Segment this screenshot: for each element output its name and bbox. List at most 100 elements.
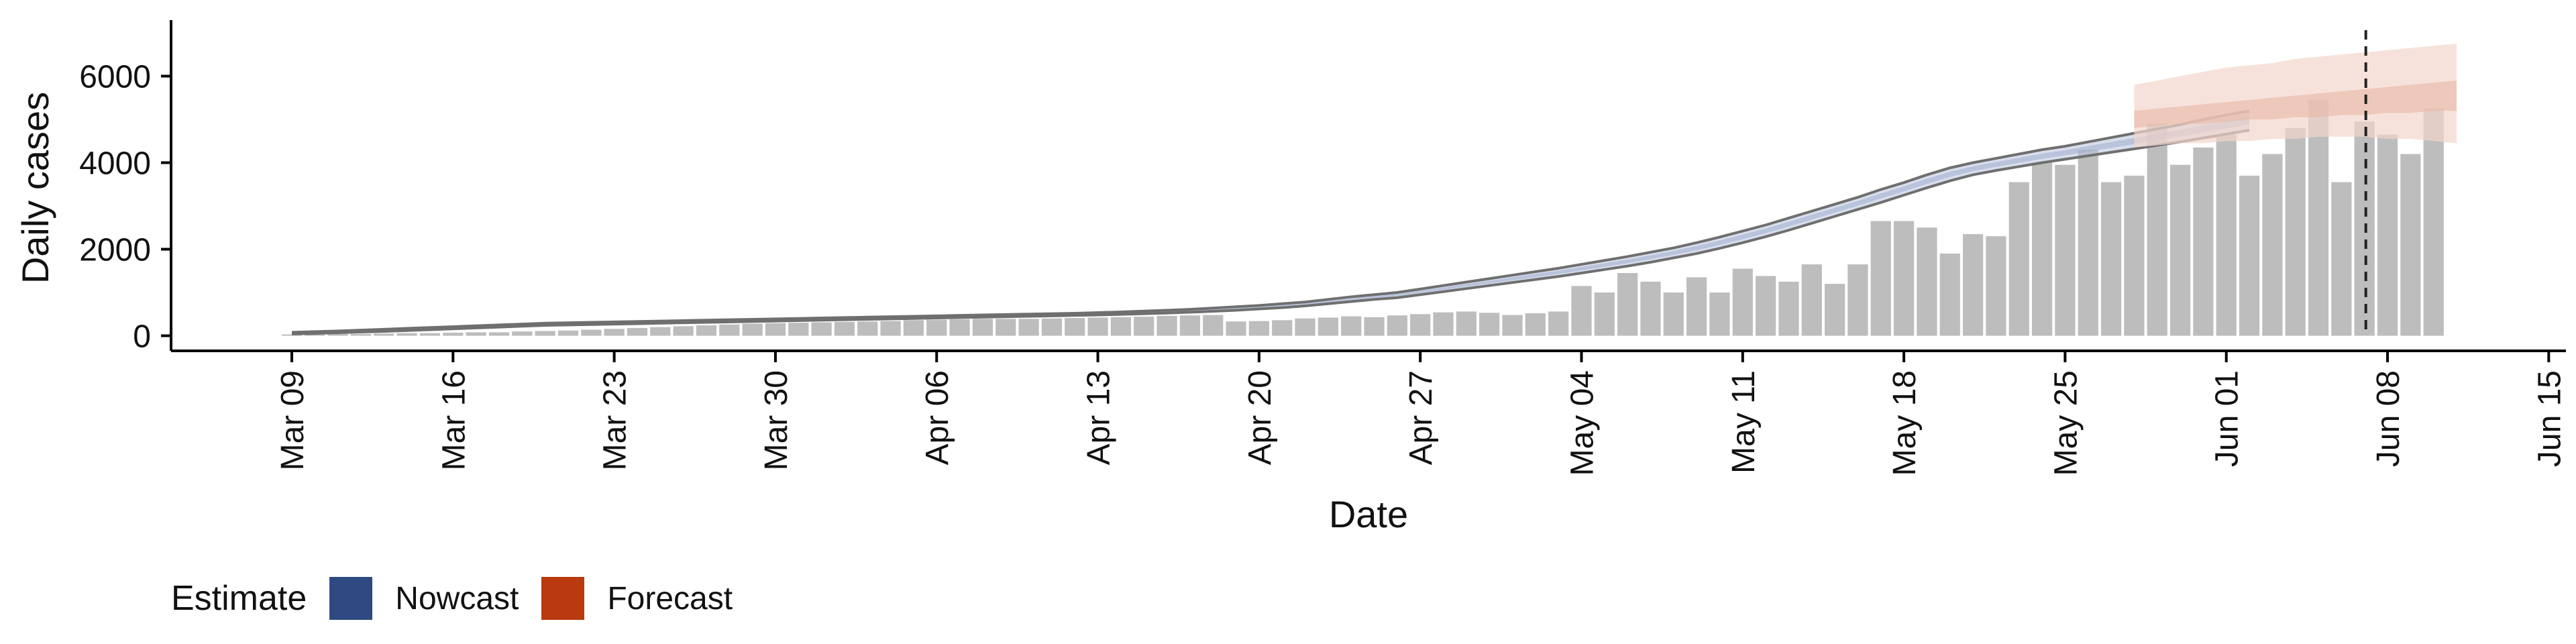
x-tick-label: May 25	[2048, 370, 2084, 476]
bar	[2031, 162, 2053, 336]
bar	[1801, 264, 1822, 336]
bar	[2331, 182, 2352, 336]
bar	[742, 323, 763, 336]
bar	[2423, 108, 2444, 336]
bar	[2193, 147, 2214, 336]
bar	[512, 331, 533, 336]
bar	[765, 323, 786, 336]
bar	[2285, 127, 2306, 336]
bar	[281, 334, 303, 336]
y-tick-label: 2000	[79, 233, 151, 268]
bar	[1387, 315, 1407, 336]
bar	[1778, 281, 1799, 336]
bar	[1939, 253, 1960, 336]
bar	[903, 320, 924, 336]
bar	[2169, 164, 2191, 336]
y-tick-label: 4000	[79, 146, 151, 182]
legend: Estimate Nowcast Forecast	[171, 577, 755, 620]
bar	[1479, 313, 1500, 336]
bar	[811, 322, 832, 336]
bar	[2216, 134, 2237, 336]
legend-title: Estimate	[171, 579, 307, 618]
bar	[1179, 315, 1200, 336]
x-tick-label: Jun 15	[2532, 370, 2567, 467]
bar	[419, 333, 441, 336]
x-tick-label: May 11	[1726, 370, 1762, 474]
y-tick-label: 6000	[79, 60, 151, 95]
bar	[327, 333, 348, 336]
bar	[1663, 292, 1684, 336]
bar	[1157, 315, 1177, 336]
x-axis-label: Date	[1329, 493, 1408, 535]
bar	[1295, 318, 1316, 336]
legend-label-nowcast: Nowcast	[395, 580, 519, 616]
bar	[2124, 175, 2145, 336]
bar	[1571, 286, 1592, 336]
bar	[1847, 264, 1868, 336]
bar	[1041, 318, 1062, 336]
bar	[1272, 320, 1293, 336]
bar	[604, 329, 625, 336]
bar	[1203, 315, 1224, 336]
x-tick-label: Jun 01	[2210, 370, 2245, 467]
bar	[1248, 321, 1269, 336]
bar	[581, 329, 602, 336]
bar	[1134, 317, 1155, 336]
bar	[627, 327, 648, 336]
bar	[1433, 312, 1454, 336]
x-tick-label: May 04	[1564, 370, 1600, 476]
x-tick-label: Jun 08	[2371, 370, 2406, 467]
bar	[535, 331, 555, 336]
x-tick-label: Mar 09	[275, 370, 311, 470]
x-tick-label: Apr 27	[1403, 370, 1439, 465]
x-tick-label: Apr 13	[1081, 370, 1117, 465]
y-tick-label: 0	[133, 319, 151, 355]
bar	[1341, 316, 1362, 336]
bar	[788, 323, 809, 336]
bar	[1018, 319, 1039, 336]
bar	[2008, 182, 2029, 336]
nowcast-lower-line	[291, 129, 2250, 335]
nowcast-upper-line	[291, 109, 2250, 334]
bar	[696, 325, 717, 336]
bar	[2400, 154, 2421, 336]
bar	[2377, 134, 2398, 336]
plot-area	[281, 30, 2457, 336]
bar	[2239, 175, 2260, 336]
legend-item-nowcast: Nowcast	[329, 577, 519, 620]
legend-item-forecast: Forecast	[541, 577, 733, 620]
bar	[1986, 236, 2006, 336]
bar	[1548, 311, 1569, 336]
bar	[1502, 315, 1523, 336]
bar	[2308, 99, 2329, 336]
x-tick-label: May 18	[1887, 370, 1923, 476]
x-tick-label: Apr 06	[920, 370, 955, 465]
bar	[650, 327, 671, 336]
bar	[673, 326, 694, 336]
bar	[1226, 321, 1246, 336]
bar	[1364, 317, 1385, 336]
bar	[1709, 292, 1730, 336]
x-tick-label: Mar 23	[598, 370, 633, 470]
bar	[1756, 276, 1776, 336]
bar	[466, 332, 486, 336]
x-tick-label: Apr 20	[1242, 370, 1278, 465]
bar	[880, 321, 901, 336]
bar	[443, 332, 464, 336]
forecast-inner-band	[2134, 80, 2457, 128]
y-axis-label: Daily cases	[14, 92, 56, 284]
bar	[1917, 227, 1937, 336]
bar	[305, 334, 325, 336]
bar	[857, 321, 878, 336]
bar	[1893, 221, 1915, 336]
bar	[972, 319, 994, 336]
bar	[949, 319, 970, 336]
bar	[1318, 317, 1338, 336]
bar	[1410, 314, 1431, 336]
nowcast-swatch	[329, 577, 373, 620]
legend-label-forecast: Forecast	[607, 580, 733, 616]
bar	[1962, 233, 1984, 336]
bar	[1594, 292, 1615, 336]
bar	[1525, 313, 1546, 336]
